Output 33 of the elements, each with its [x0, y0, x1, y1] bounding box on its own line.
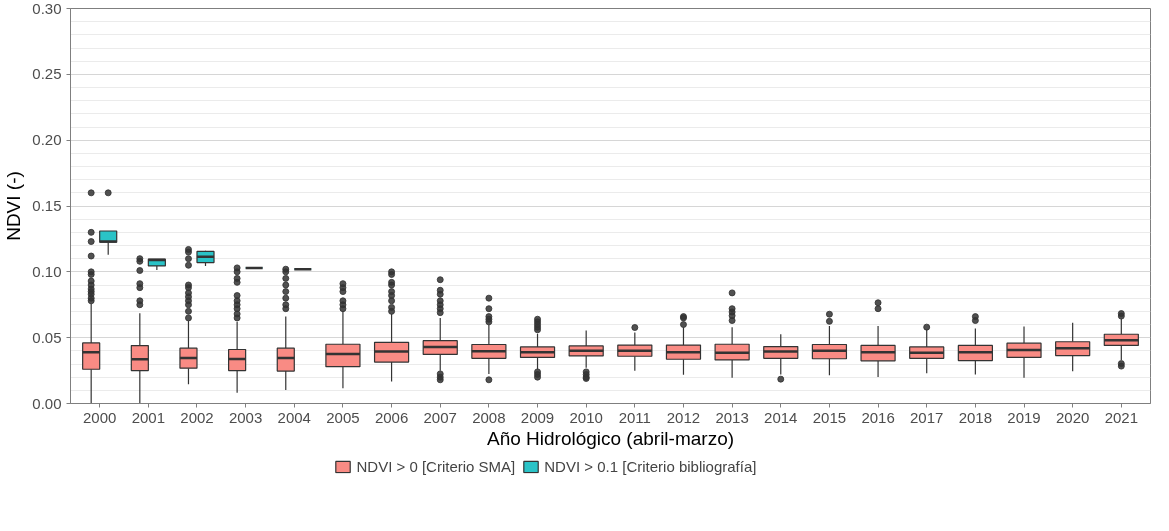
x-tick-label: 2014	[764, 408, 798, 426]
x-tick-label: 2011	[618, 408, 651, 426]
x-tick-label: 2012	[666, 408, 701, 426]
x-tick-label: 2017	[910, 408, 944, 426]
x-tick-label: 2007	[423, 408, 457, 426]
legend-label: NDVI > 0 [Criterio SMA]	[356, 457, 516, 475]
x-tick-label: 2005	[326, 408, 360, 426]
y-tick-label: 0.00	[32, 394, 62, 412]
x-tick-label: 2015	[812, 408, 847, 426]
x-tick-label: 2018	[958, 408, 993, 426]
legend-label: NDVI > 0.1 [Criterio bibliografía]	[544, 457, 757, 475]
y-tick-label: 0.15	[32, 197, 62, 214]
x-axis-title: Año Hidrológico (abril-marzo)	[486, 427, 735, 449]
x-tick-label: 2013	[715, 408, 749, 426]
x-tick-label: 2020	[1055, 408, 1090, 426]
x-tick-label: 2002	[180, 408, 214, 426]
y-tick-label: 0.05	[32, 328, 62, 346]
x-tick-label: 2009	[520, 408, 555, 426]
y-tick-label: 0.20	[32, 131, 62, 149]
y-tick-label: 0.25	[32, 65, 62, 83]
x-tick-label: 2001	[131, 408, 166, 426]
x-tick-label: 2004	[277, 408, 311, 426]
x-tick-label: 2021	[1104, 408, 1138, 426]
y-tick-label: 0.10	[32, 262, 62, 280]
y-tick-label: 0.30	[32, 0, 62, 17]
x-tick-label: 2006	[374, 408, 409, 426]
x-tick-label: 2010	[569, 408, 603, 426]
x-tick-label: 2000	[83, 408, 117, 426]
x-tick-label: 2019	[1007, 408, 1041, 426]
x-tick-label: 2003	[228, 408, 263, 426]
x-tick-label: 2008	[472, 408, 506, 426]
y-axis-title: NDVI (-)	[3, 171, 25, 241]
x-tick-label: 2016	[861, 408, 895, 426]
